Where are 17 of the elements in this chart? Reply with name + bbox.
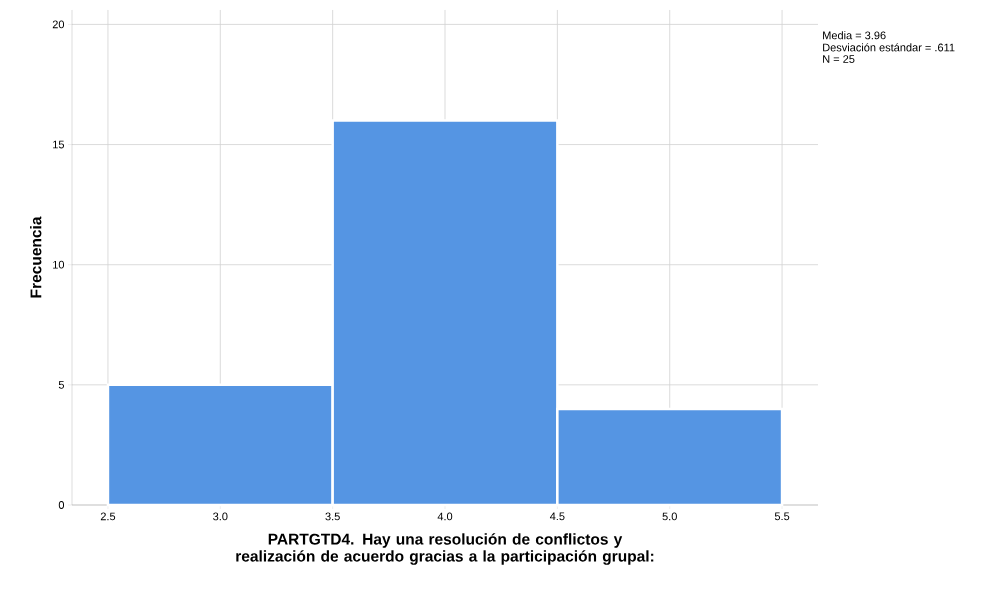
y-tick-label: 20 (52, 20, 65, 29)
x-tick-label: 3.5 (325, 512, 340, 521)
x-axis-title: PARTGTD4. Hay una resolución de conflictos y realización de acuerdo gracias a la participación grupal: (236, 533, 654, 565)
text: N = 25 (823, 55, 855, 63)
x-tick-label: 3.0 (213, 512, 228, 521)
x-tick-label: 4.5 (549, 512, 565, 521)
y-tick-label: 10 (53, 260, 65, 269)
y-tick-label: 5 (58, 381, 65, 389)
text: Desviación estándar = .611 (823, 43, 955, 52)
y-axis-title: Frecuencia (30, 216, 42, 298)
y-tick-label: 15 (53, 140, 65, 149)
y-tick-label: 0 (58, 501, 65, 509)
x-tick-label: 4.0 (437, 512, 453, 521)
text: Media = 3.96 (823, 31, 886, 40)
x-tick-label: 5.5 (774, 512, 790, 521)
x-tick-label: 2.5 (100, 512, 116, 521)
x-tick-label: 5.0 (662, 512, 677, 521)
